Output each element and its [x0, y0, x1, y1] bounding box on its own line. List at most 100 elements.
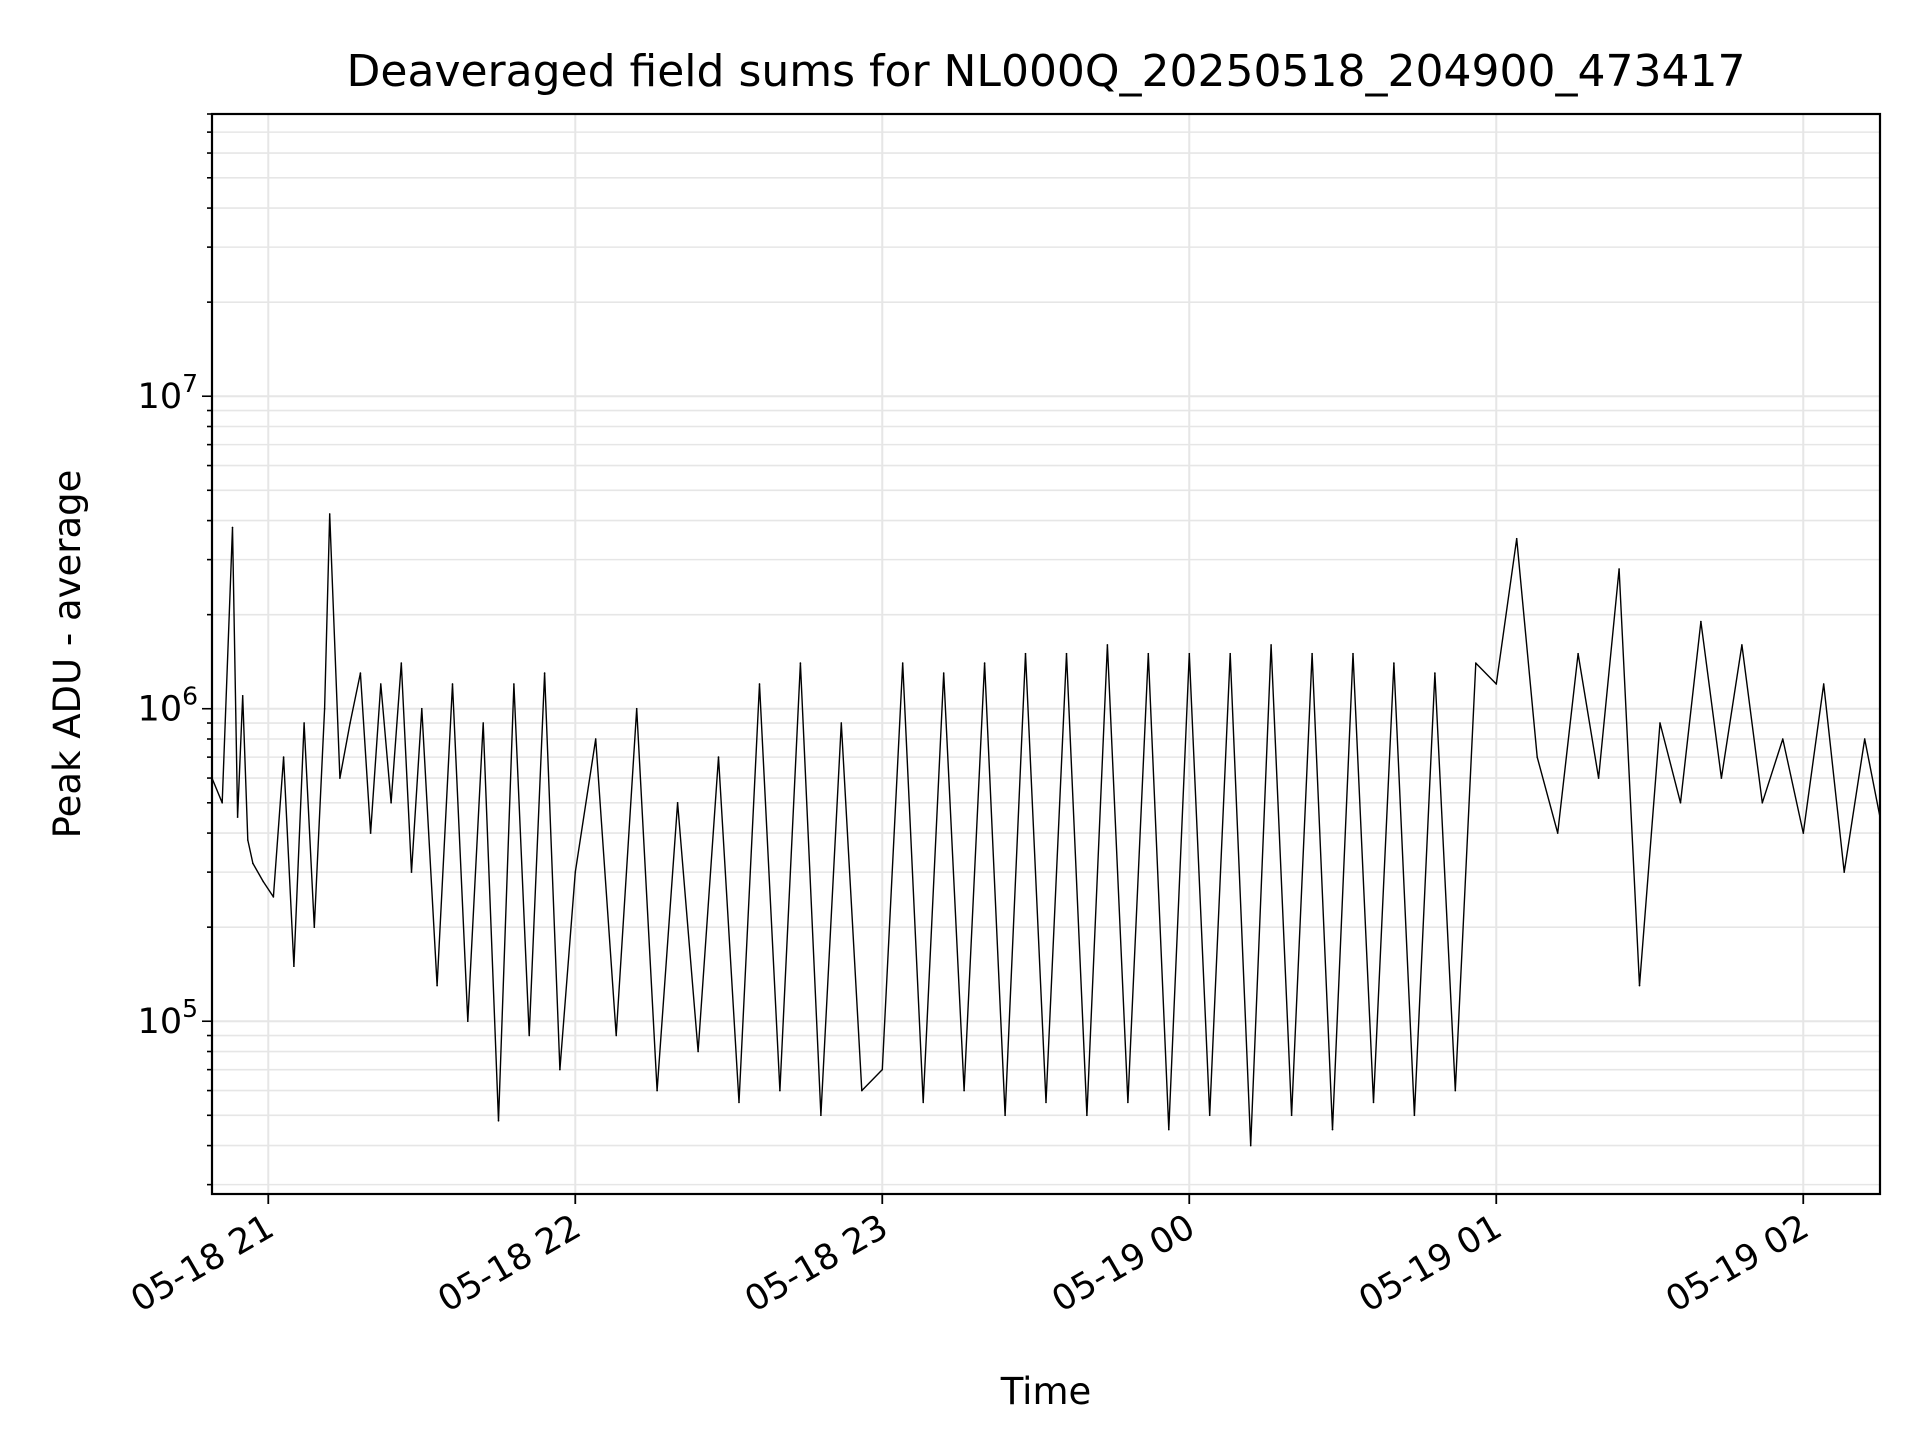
data-point — [1782, 738, 1784, 740]
data-point — [543, 672, 546, 674]
data-point — [676, 802, 679, 804]
data-point — [262, 880, 265, 883]
data-point — [513, 683, 515, 685]
data-point — [272, 896, 275, 898]
data-point — [451, 683, 454, 685]
data-point — [247, 839, 249, 841]
data-point — [390, 802, 392, 804]
data-point — [1802, 832, 1805, 834]
data-point — [421, 707, 423, 710]
data-point — [236, 816, 239, 818]
data-point — [574, 871, 577, 873]
data-point — [1249, 1144, 1252, 1147]
chart-title: Deaveraged field sums for NL000Q_2025051… — [347, 46, 1746, 97]
y-tick-label: 106 — [138, 682, 198, 730]
data-point — [1413, 1114, 1416, 1117]
data-point — [635, 707, 638, 710]
data-point — [738, 1101, 740, 1104]
data-point — [313, 926, 316, 928]
data-point — [400, 662, 403, 664]
data-point — [1208, 1114, 1211, 1117]
data-point — [252, 862, 254, 865]
data-point — [1761, 802, 1764, 804]
data-point — [1495, 683, 1498, 685]
data-point — [1515, 537, 1518, 540]
data-point — [1331, 1128, 1334, 1131]
x-axis-label: Time — [1000, 1370, 1092, 1413]
data-point — [1679, 802, 1682, 804]
data-point — [881, 1068, 884, 1071]
data-point — [467, 1020, 469, 1022]
data-point — [497, 1120, 500, 1122]
data-point — [559, 1068, 561, 1071]
y-tick-label: 105 — [138, 994, 198, 1042]
data-point — [983, 662, 986, 664]
data-point — [1475, 662, 1477, 664]
data-point — [1822, 683, 1825, 685]
data-point — [1843, 871, 1845, 873]
data-point — [221, 802, 223, 804]
data-point — [840, 722, 843, 724]
data-point — [1597, 777, 1600, 779]
data-point — [339, 777, 341, 779]
data-point — [1372, 1101, 1375, 1104]
y-tick-label: 107 — [138, 369, 198, 417]
data-point — [820, 1114, 822, 1117]
data-point — [241, 695, 244, 697]
data-point — [1638, 984, 1641, 987]
data-point — [922, 1101, 924, 1104]
data-point — [758, 683, 761, 685]
series-line — [211, 513, 1881, 1147]
grid-layer — [212, 113, 1880, 1194]
data-point — [1086, 1114, 1088, 1117]
data-point — [1024, 652, 1027, 655]
data-point — [697, 1050, 699, 1053]
y-axis-label: Peak ADU - average — [46, 470, 89, 839]
data-point — [1863, 738, 1866, 740]
data-point — [1270, 644, 1272, 646]
data-point — [1536, 756, 1538, 758]
data-point — [528, 1034, 530, 1037]
data-point — [1618, 568, 1620, 570]
data-point — [799, 662, 802, 664]
data-point — [1434, 672, 1436, 674]
data-point — [349, 722, 351, 724]
data-point — [359, 672, 362, 674]
data-point — [1352, 652, 1354, 655]
data-point — [717, 756, 720, 758]
data-point — [1556, 832, 1559, 834]
data-point — [1188, 652, 1191, 655]
data-point — [231, 526, 234, 529]
data-point — [1741, 644, 1743, 646]
data-point — [861, 1089, 863, 1092]
data-point — [369, 832, 372, 834]
data-point — [482, 722, 485, 724]
data-point — [1700, 620, 1702, 623]
data-point — [323, 707, 326, 710]
data-point — [779, 1089, 781, 1092]
data-point — [901, 662, 904, 664]
data-point — [1168, 1128, 1170, 1131]
data-point — [1393, 662, 1395, 664]
data-point — [293, 965, 295, 967]
series-layer — [211, 513, 1881, 1147]
plot-frame — [210, 112, 1882, 1196]
data-point — [963, 1089, 965, 1092]
data-point — [1311, 652, 1313, 655]
data-point — [1577, 652, 1579, 655]
data-point — [282, 756, 285, 758]
data-point — [594, 738, 597, 740]
data-point — [615, 1034, 617, 1037]
data-point — [380, 683, 382, 685]
data-point — [410, 871, 413, 873]
data-point — [1106, 644, 1109, 646]
data-point — [328, 513, 331, 515]
data-point — [1004, 1114, 1006, 1117]
data-point — [303, 722, 305, 724]
data-point — [436, 984, 438, 987]
data-point — [942, 672, 945, 674]
data-point — [1720, 777, 1723, 779]
